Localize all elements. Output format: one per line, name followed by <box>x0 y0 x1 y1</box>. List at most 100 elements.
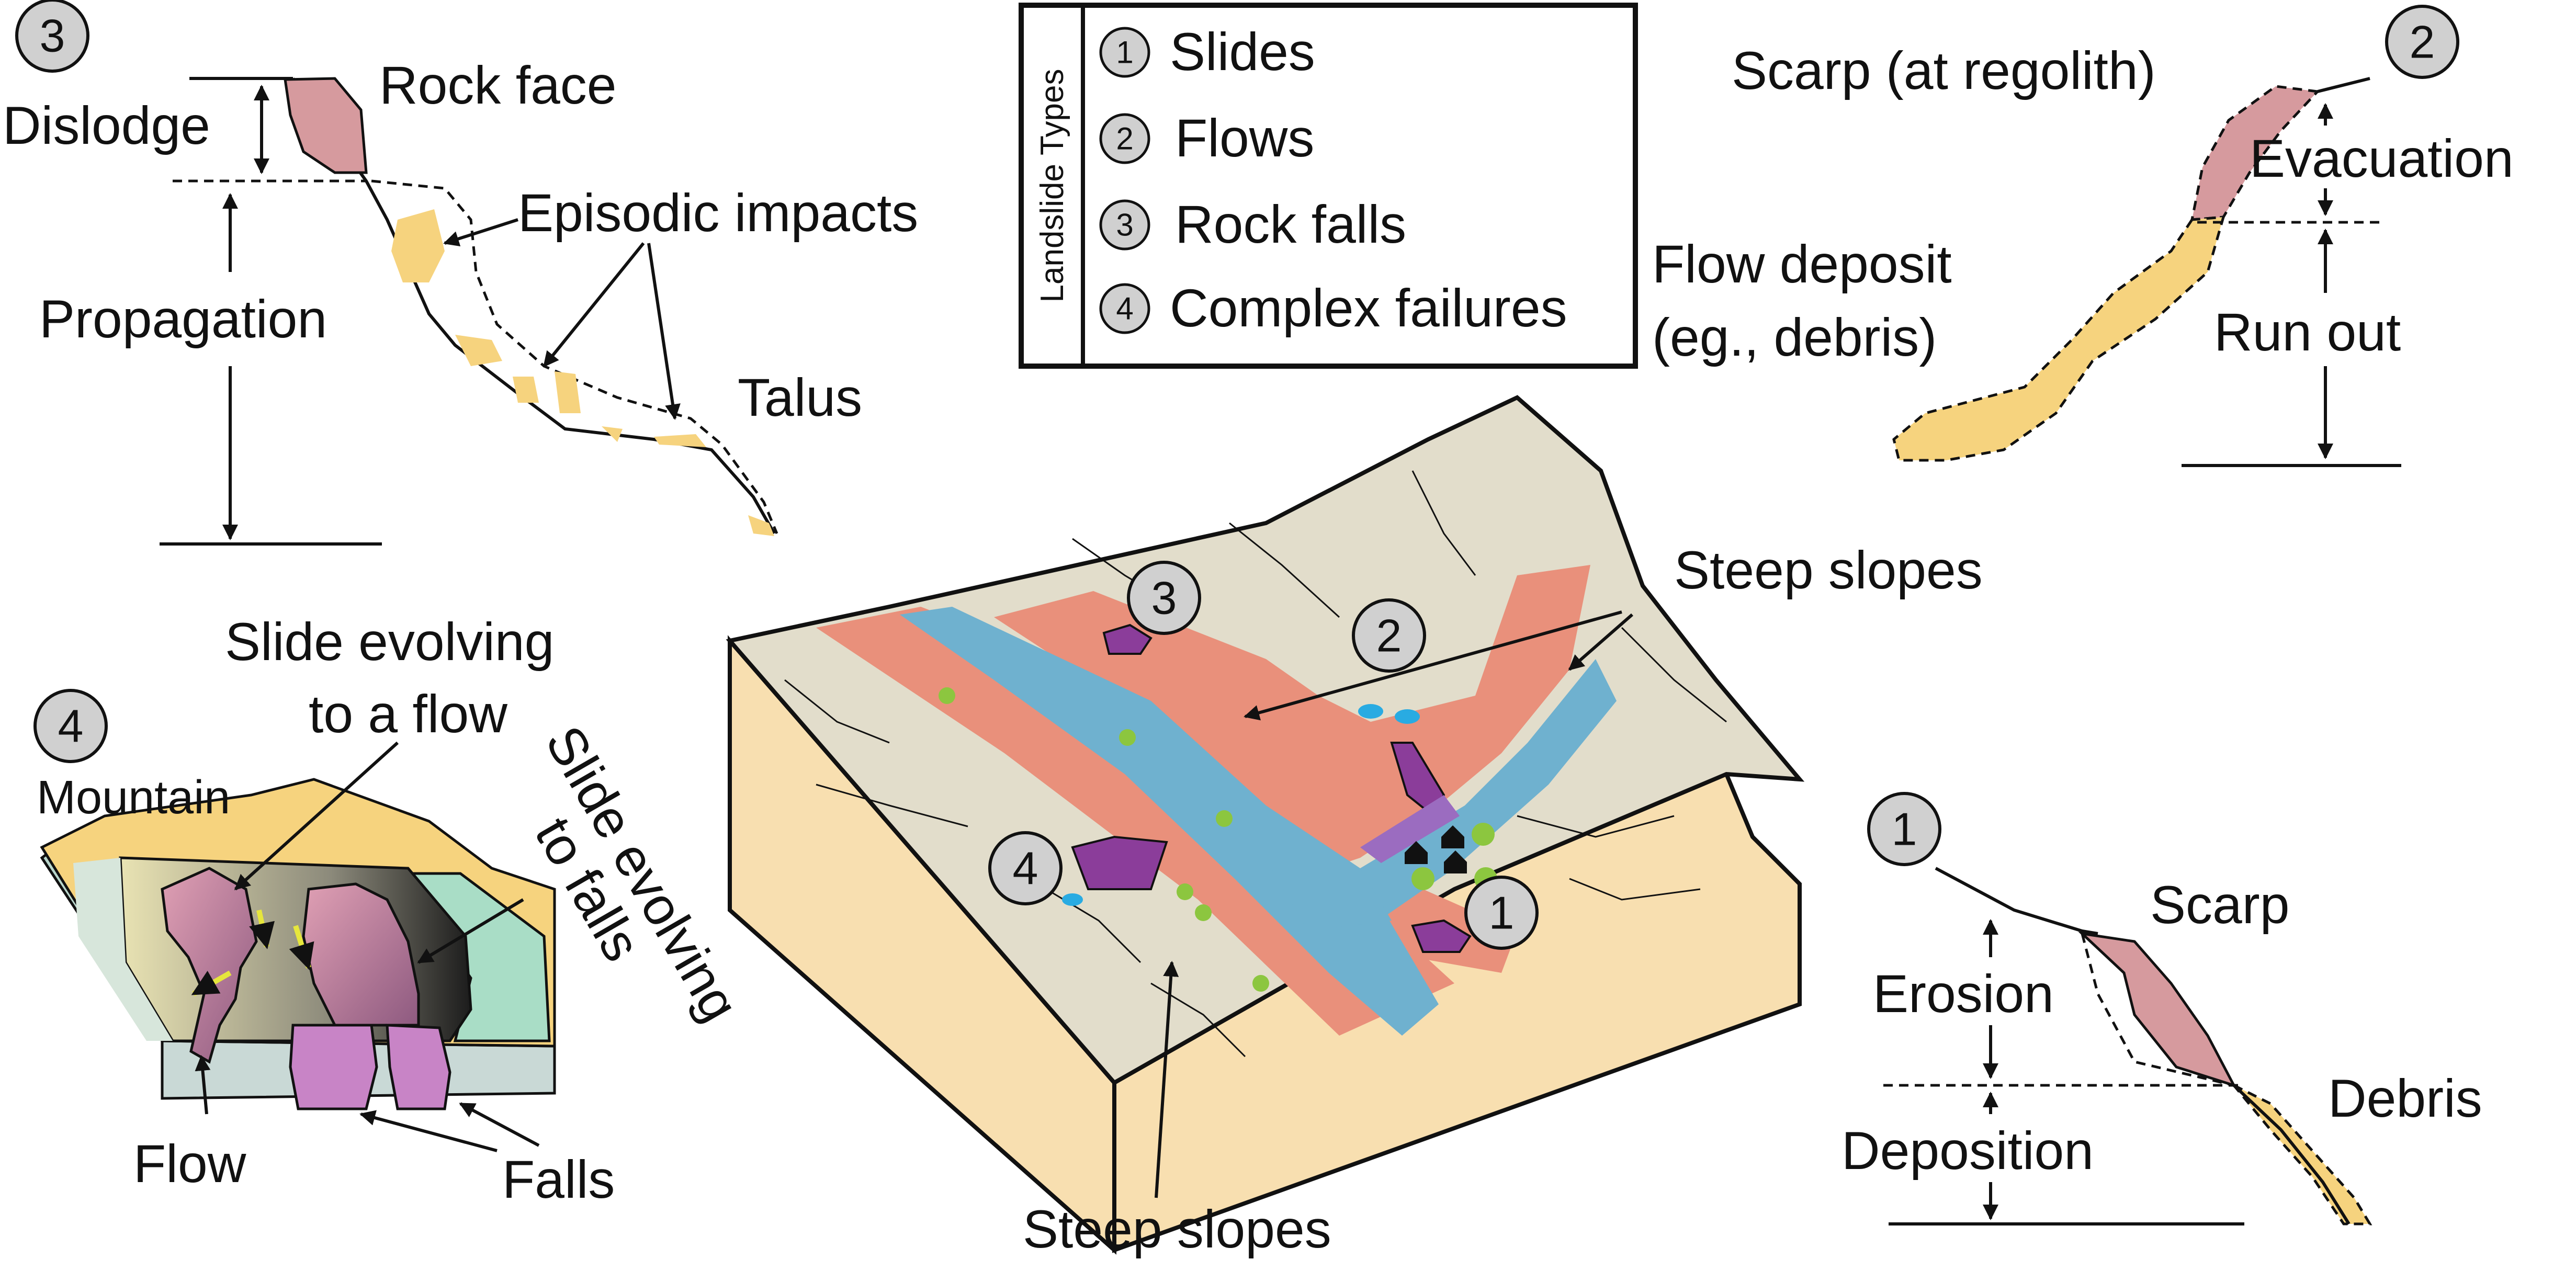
panel-rock-falls: 3 Rock face Dislodge Episodic impacts Pr… <box>3 0 918 546</box>
block-marker-3: 3 <box>1127 561 1201 635</box>
legend-item-rock-falls: 3 Rock falls <box>1099 195 1406 254</box>
label-evacuation: Evacuation <box>2250 129 2514 188</box>
label-deposition: Deposition <box>1841 1121 2094 1181</box>
panel-flows: 2 Scarp (at regolith) Evacuation Flow de… <box>1652 5 2514 467</box>
falls-arrow-1 <box>359 1110 498 1152</box>
legend-marker-1-label: 1 <box>1116 35 1133 70</box>
complex-yellow-arrow-2 <box>289 925 314 970</box>
label-steep-slopes-top: Steep slopes <box>1674 540 1983 600</box>
legend-item-complex-failures: 4 Complex failures <box>1099 278 1567 338</box>
rain-cloud-icon <box>1062 704 1420 906</box>
legend-marker-4-label: 4 <box>1116 291 1133 326</box>
legend-item-slides: 1 Slides <box>1099 22 1315 82</box>
label-episodic-impacts: Episodic impacts <box>518 183 918 243</box>
label-propagation: Propagation <box>39 289 327 349</box>
houses-icon <box>1405 825 1467 873</box>
panel-slides: 1 Scarp Erosion Deposition Debris <box>1841 792 2482 1225</box>
label-flow-deposit: Flow deposit <box>1652 234 1952 294</box>
block-marker-3-number: 3 <box>1151 572 1177 624</box>
legend-label-flows: Flows <box>1175 108 1314 168</box>
slide-lower-line <box>2232 1084 2351 1225</box>
label-slide-to-flow-1: Slide evolving <box>225 612 554 672</box>
flow-leader-line <box>2317 77 2370 93</box>
flow-arrow <box>195 1055 211 1115</box>
episodic-impact-arrow-2 <box>543 242 645 368</box>
legend-marker-1 <box>1099 27 1150 78</box>
block-marker-2-circle <box>1352 598 1426 673</box>
steep-slope-arrow-3 <box>1155 961 1179 1198</box>
falls-arrow-2 <box>459 1102 540 1147</box>
panel-flows-marker <box>2385 5 2459 79</box>
legend-title: Landslide Types <box>1034 69 1070 303</box>
terrain-block: 3 2 4 1 Steep slopes Steep slopes <box>726 395 1983 1259</box>
legend-marker-4 <box>1099 283 1150 334</box>
block-landslide-3 <box>1102 623 1153 655</box>
impact-deposit-2 <box>455 335 502 366</box>
block-marker-4-circle <box>988 831 1063 905</box>
episodic-impact-arrow-3 <box>647 243 681 420</box>
legend-marker-2-label: 2 <box>1116 121 1133 156</box>
panel-slides-number: 1 <box>1892 803 1917 855</box>
river-crossing <box>1271 868 1392 931</box>
slide-surface-line <box>1935 867 2098 935</box>
legend-item-flows: 2 Flows <box>1099 108 1314 168</box>
block-marker-3-circle <box>1127 561 1201 635</box>
block-marker-4-number: 4 <box>1013 843 1038 894</box>
label-talus: Talus <box>738 368 862 427</box>
legend-marker-3 <box>1099 199 1150 251</box>
label-run-out: Run out <box>2214 302 2401 362</box>
block-marker-1-circle <box>1464 876 1539 950</box>
block-marker-4: 4 <box>988 831 1063 905</box>
legend-label-slides: Slides <box>1170 22 1315 82</box>
complex-left-face <box>73 858 173 1041</box>
complex-yellow-arrow-3 <box>191 970 232 996</box>
impact-deposit-3 <box>513 377 539 403</box>
slide-eroded-dash <box>2081 933 2234 1087</box>
label-slide-to-flow-2: to a flow <box>309 684 507 744</box>
block-marker-2: 2 <box>1352 598 1426 673</box>
label-mountain: Mountain <box>37 771 230 824</box>
label-flow-deposit-example: (eg., debris) <box>1652 308 1937 367</box>
legend-marker-2 <box>1099 113 1150 164</box>
label-erosion: Erosion <box>1873 964 2054 1024</box>
label-debris: Debris <box>2328 1069 2482 1128</box>
panel-slides-marker <box>1867 792 1941 866</box>
rock-face-block <box>284 77 368 174</box>
panel-rock-falls-number: 3 <box>40 10 65 62</box>
episodic-impact-arrow-1 <box>443 218 518 247</box>
talus-deposit <box>748 515 774 536</box>
legend-label-complex-failures: Complex failures <box>1170 278 1567 338</box>
panel-complex-failures: 4 Mountain Slide evolving to a flow Slid… <box>33 612 750 1209</box>
steep-slope-arrow-1 <box>1244 610 1622 721</box>
slide-to-flow-arrow <box>234 741 399 891</box>
panel-complex-number: 4 <box>58 700 84 752</box>
panel-flows-number: 2 <box>2410 16 2435 68</box>
legend-label-rock-falls: Rock falls <box>1175 195 1406 254</box>
impact-deposit-1 <box>391 209 445 282</box>
label-scarp-regolith: Scarp (at regolith) <box>1732 41 2156 100</box>
block-landslide-2-lower <box>1360 795 1460 863</box>
block-landslide-4 <box>1071 835 1168 890</box>
impact-deposit-5 <box>602 426 623 442</box>
flow-deposit-zone <box>1892 215 2225 462</box>
label-falls: Falls <box>502 1150 615 1209</box>
label-rock-face: Rock face <box>379 55 617 115</box>
panel-rock-falls-marker <box>15 0 89 73</box>
block-marker-2-number: 2 <box>1376 610 1402 662</box>
label-dislodge: Dislodge <box>3 96 210 155</box>
label-flow: Flow <box>133 1134 246 1194</box>
falls-block-1 <box>289 1024 378 1110</box>
impact-deposit-4 <box>555 371 581 413</box>
legend-box: Landslide Types 1 Slides 2 Flows 3 Rock … <box>1019 3 1638 369</box>
slide-to-falls-arrow <box>417 898 524 964</box>
block-marker-1: 1 <box>1464 876 1539 950</box>
block-marker-1-number: 1 <box>1489 887 1515 939</box>
complex-yellow-arrow-1 <box>249 909 275 949</box>
falls-block-2 <box>386 1024 451 1110</box>
label-steep-slopes-bottom: Steep slopes <box>1023 1199 1331 1259</box>
legend-marker-3-label: 3 <box>1116 208 1133 243</box>
panel-complex-marker <box>33 689 108 763</box>
label-scarp: Scarp <box>2150 875 2289 935</box>
steep-slope-arrow-2 <box>1568 613 1633 671</box>
